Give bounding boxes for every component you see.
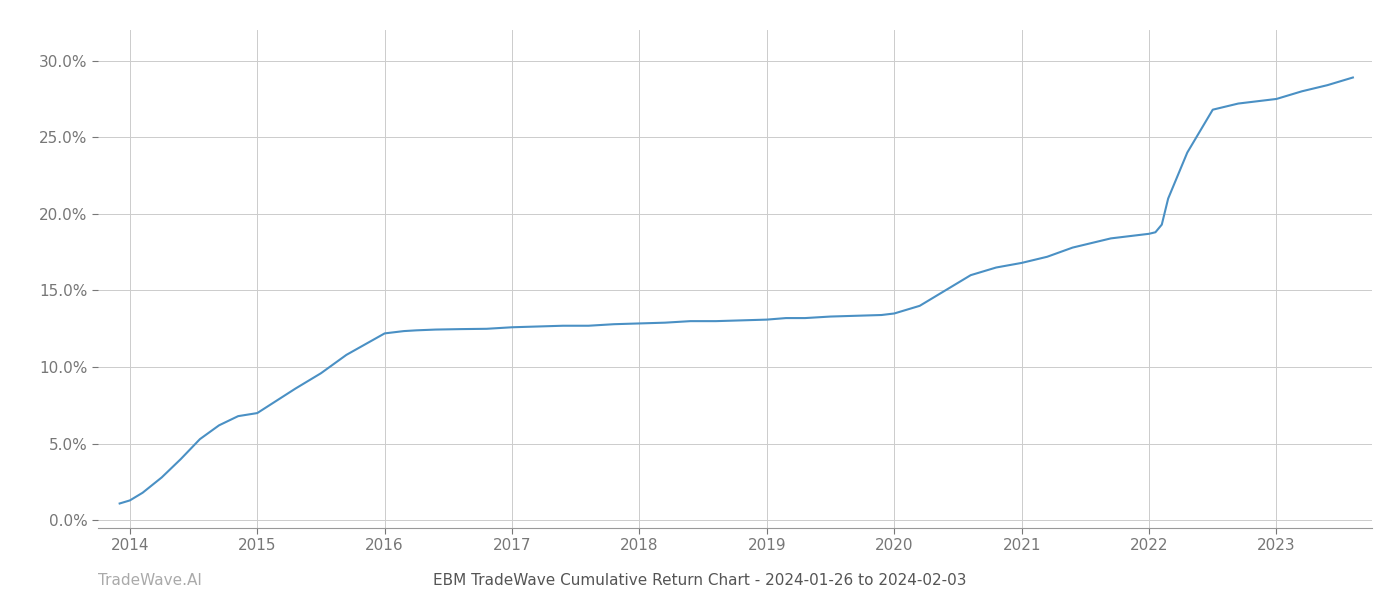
- Text: TradeWave.AI: TradeWave.AI: [98, 573, 202, 588]
- Text: EBM TradeWave Cumulative Return Chart - 2024-01-26 to 2024-02-03: EBM TradeWave Cumulative Return Chart - …: [433, 573, 967, 588]
